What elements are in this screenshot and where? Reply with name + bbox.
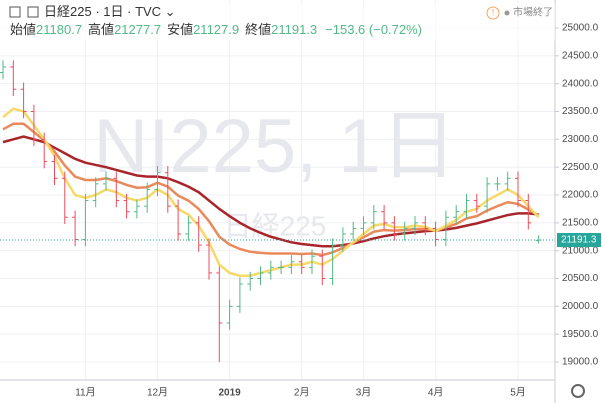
header-part: −153.6 (−0.72%)	[325, 22, 422, 37]
header-part: 21277.7	[114, 22, 161, 37]
header-line: 日経225 · 1日 · TVC ⌄	[44, 4, 176, 19]
x-tick-label: 2019	[218, 388, 241, 399]
y-tick-label: 22000.0	[562, 190, 599, 201]
header-part: 終値	[245, 22, 271, 37]
header-part: 21191.3	[271, 22, 317, 37]
header-part: 1日	[103, 4, 123, 19]
ribbon-line	[2, 122, 540, 257]
icon[interactable]	[9, 6, 21, 18]
icon[interactable]	[27, 6, 39, 18]
grid	[0, 0, 555, 380]
header-part: 高値	[88, 22, 114, 37]
ribbon-line	[2, 135, 539, 248]
y-tick-label: 21500.0	[562, 217, 599, 228]
y-tick-label: 19500.0	[562, 329, 599, 340]
price-label: 21191.3	[561, 235, 597, 246]
x-tick-label: 11月	[75, 387, 95, 399]
plot	[0, 60, 555, 362]
y-tick-label: 23500.0	[562, 106, 599, 117]
header-bg	[0, 3, 555, 41]
market-status: 市場終了	[513, 6, 553, 19]
y-tick-label: 21000.0	[562, 245, 599, 256]
x-tick-label: 4月	[428, 387, 444, 399]
y-tick-label: 25000.0	[562, 23, 599, 34]
header-part: 安値	[167, 22, 193, 37]
alert-icon-mark: !	[492, 7, 495, 17]
watermark-sub: 日経225	[224, 210, 327, 241]
y-tick-label: 24000.0	[562, 78, 599, 89]
y-tick-label: 20000.0	[562, 301, 599, 312]
y-tick-label: 23000.0	[562, 134, 599, 145]
x-tick-label: 3月	[356, 387, 372, 399]
header-part: ·	[92, 4, 104, 19]
header-part: 21127.9	[193, 22, 239, 37]
settings-icon[interactable]	[571, 384, 585, 398]
y-tick-label: 19000.0	[562, 357, 599, 368]
axes: 19000.0 19500.0 20000.0 20500.0 21000.0 21500…	[75, 23, 601, 399]
y-tick-label: 20500.0	[562, 273, 599, 284]
header-part: 始値	[10, 22, 36, 37]
header-part: ·	[124, 4, 136, 19]
status-dot	[504, 10, 510, 16]
header-part: ⌄	[161, 4, 176, 19]
ohlc-line: 始値21180.7 高値21277.7 安値21127.9 終値21191.3 −153…	[10, 22, 422, 37]
x-tick-label: 5月	[510, 387, 526, 399]
alert-icon[interactable]	[486, 6, 500, 20]
header-part: 21180.7	[36, 22, 82, 37]
y-tick-label: 22500.0	[562, 162, 599, 173]
watermark: NI225, 1日	[93, 104, 456, 189]
header-part: 日経225	[44, 4, 92, 19]
header-part: TVC	[135, 4, 161, 19]
y-tick-label: 24500.0	[562, 50, 599, 61]
price-label-bg	[557, 233, 601, 248]
x-tick-label: 12月	[147, 387, 168, 399]
x-tick-label: 2月	[294, 387, 310, 399]
